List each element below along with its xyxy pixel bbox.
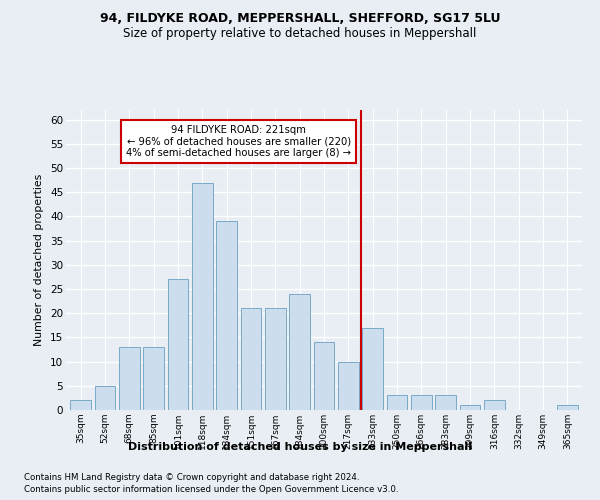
Bar (362, 328, 383, 410)
Bar (436, 396, 456, 410)
Bar (216, 222, 237, 410)
Bar (411, 396, 432, 410)
Text: Contains public sector information licensed under the Open Government Licence v3: Contains public sector information licen… (24, 485, 398, 494)
Bar (119, 347, 140, 410)
Bar (70, 400, 91, 410)
Text: 94, FILDYKE ROAD, MEPPERSHALL, SHEFFORD, SG17 5LU: 94, FILDYKE ROAD, MEPPERSHALL, SHEFFORD,… (100, 12, 500, 26)
Text: Contains HM Land Registry data © Crown copyright and database right 2024.: Contains HM Land Registry data © Crown c… (24, 472, 359, 482)
Text: Size of property relative to detached houses in Meppershall: Size of property relative to detached ho… (124, 28, 476, 40)
Bar (192, 182, 212, 410)
Text: Distribution of detached houses by size in Meppershall: Distribution of detached houses by size … (128, 442, 472, 452)
Bar (386, 396, 407, 410)
Y-axis label: Number of detached properties: Number of detached properties (34, 174, 44, 346)
Bar (289, 294, 310, 410)
Bar (143, 347, 164, 410)
Bar (314, 342, 334, 410)
Bar (338, 362, 359, 410)
Bar (484, 400, 505, 410)
Bar (460, 405, 481, 410)
Bar (167, 280, 188, 410)
Bar (241, 308, 262, 410)
Bar (265, 308, 286, 410)
Bar (557, 405, 578, 410)
Bar (95, 386, 115, 410)
Text: 94 FILDYKE ROAD: 221sqm
← 96% of detached houses are smaller (220)
4% of semi-de: 94 FILDYKE ROAD: 221sqm ← 96% of detache… (127, 124, 352, 158)
